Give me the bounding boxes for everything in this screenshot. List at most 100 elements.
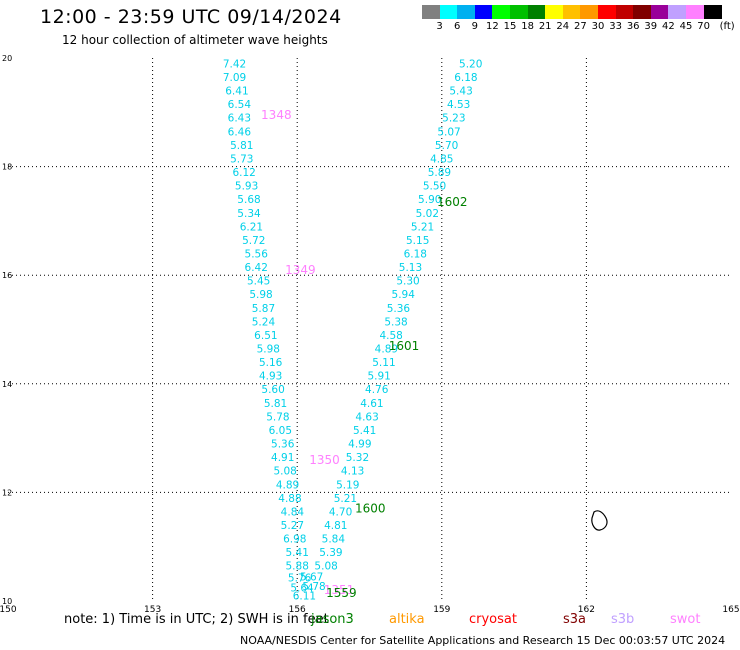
y-tick-label: 16 — [2, 271, 12, 280]
data-point-label: 5.60 — [261, 384, 284, 396]
legend-swatch — [527, 5, 546, 19]
data-point-label: 5.70 — [435, 140, 458, 152]
pass-label: 1600 — [355, 502, 386, 516]
data-point-label: 4.70 — [329, 506, 352, 518]
data-point-label: 5.50 — [423, 181, 446, 193]
data-point-label: 4.89 — [276, 479, 299, 491]
x-tick-label: 153 — [144, 605, 161, 612]
data-point-label: 5.72 — [242, 235, 265, 247]
data-point-label: 5.76 — [288, 573, 312, 585]
data-point-label: 6.43 — [228, 113, 251, 125]
x-tick-label: 165 — [722, 605, 739, 612]
pass-label: 1349 — [285, 263, 316, 277]
data-point-label: 5.38 — [384, 316, 407, 328]
data-point-label: 4.85 — [430, 153, 453, 165]
data-point-label: 5.64 — [290, 582, 314, 594]
pass-label: 1601 — [389, 339, 420, 353]
data-point-label: 5.56 — [245, 248, 269, 260]
legend-label: 21 — [538, 21, 552, 32]
mission-s3a: s3a — [563, 612, 587, 627]
data-point-label: 6.46 — [228, 126, 252, 138]
data-point-label: 4.58 — [379, 330, 402, 342]
y-tick-label: 18 — [2, 163, 12, 172]
credit-line: NOAA/NESDIS Center for Satellite Applica… — [240, 634, 726, 647]
data-point-label: 7.09 — [223, 72, 246, 84]
data-point-label: 5.98 — [249, 289, 272, 301]
legend-swatch — [562, 5, 581, 19]
data-point-label: 5.78 — [302, 581, 325, 593]
data-point-label: 5.84 — [322, 534, 346, 546]
data-point-label: 4.13 — [341, 466, 364, 478]
legend-swatch — [492, 5, 511, 19]
legend-label: 70 — [697, 21, 710, 32]
mission-s3b: s3b — [611, 612, 635, 627]
legend-label: 27 — [574, 21, 587, 32]
data-point-label: 5.21 — [411, 221, 434, 233]
data-point-label: 5.39 — [319, 547, 342, 559]
legend-label: 33 — [609, 21, 622, 32]
data-point-label: 5.43 — [449, 86, 472, 98]
data-point-label: 5.45 — [247, 276, 270, 288]
legend-label: 12 — [486, 21, 499, 32]
data-point-label: 5.36 — [271, 439, 295, 451]
data-point-label: 5.34 — [237, 208, 261, 220]
data-point-label: 5.81 — [264, 398, 287, 410]
data-point-label: 4.91 — [271, 452, 294, 464]
grid-lines — [8, 58, 731, 601]
data-point-label: 5.16 — [259, 357, 283, 369]
data-point-label: 5.11 — [372, 357, 395, 369]
data-point-label: 5.15 — [406, 235, 429, 247]
data-point-label: 6.42 — [245, 262, 268, 274]
data-point-label: 6.54 — [228, 99, 252, 111]
legend-swatch — [703, 5, 722, 19]
note-text: note: 1) Time is in UTC; 2) SWH is in fe… — [64, 612, 329, 627]
legend-label: 15 — [503, 21, 517, 32]
y-tick-label: 20 — [2, 54, 12, 63]
legend-swatch — [633, 5, 652, 19]
data-point-label: 5.19 — [336, 479, 359, 491]
legend-swatch — [650, 5, 669, 19]
data-point-label: 6.51 — [254, 330, 277, 342]
data-point-label: 5.93 — [235, 181, 258, 193]
y-tick-label: 14 — [2, 380, 12, 389]
legend-swatch — [686, 5, 705, 19]
data-point-label: 5.08 — [314, 561, 337, 573]
data-point-label: 5.73 — [230, 153, 253, 165]
axis-labels: 150 153 156 159 162 165 10 12 14 16 18 20 — [0, 54, 740, 612]
legend-swatch — [668, 5, 687, 19]
mission-cryosat: cryosat — [469, 612, 517, 627]
data-point-label: 5.13 — [399, 262, 422, 274]
legend-label: 3 — [436, 21, 443, 32]
mission-jason3: jason3 — [311, 612, 354, 627]
wave-height-plot: 150 153 156 159 162 165 10 12 14 16 18 20 7.42 7.09 6… — [0, 54, 740, 612]
legend-label: 30 — [591, 21, 605, 32]
data-point-label: 5.36 — [387, 303, 411, 315]
pass-label: 1350 — [309, 453, 340, 467]
data-point-label: 5.81 — [230, 140, 253, 152]
data-point-label: 4.61 — [360, 398, 383, 410]
data-point-label: 6.18 — [404, 248, 427, 260]
data-point-label: 5.68 — [237, 194, 260, 206]
legend-label: 24 — [556, 21, 570, 32]
data-point-label: 5.98 — [257, 344, 280, 356]
legend-label: 18 — [521, 21, 534, 32]
legend-swatch — [422, 5, 441, 19]
legend-label: 42 — [662, 21, 675, 32]
data-point-label: 4.81 — [324, 520, 347, 532]
data-point-label: 5.02 — [416, 208, 439, 220]
legend-swatch — [510, 5, 529, 19]
legend-label: 6 — [454, 21, 461, 32]
data-point-label: 4.76 — [365, 384, 389, 396]
legend-swatch — [457, 5, 476, 19]
data-point-label: 5.91 — [367, 371, 390, 383]
legend-label: 39 — [644, 21, 658, 32]
chart-subtitle: 12 hour collection of altimeter wave hei… — [62, 33, 328, 47]
data-point-label: 4.63 — [355, 411, 378, 423]
data-point-label: 5.30 — [396, 276, 419, 288]
data-point-label: 5.88 — [286, 561, 309, 573]
data-point-label: 5.08 — [273, 466, 296, 478]
legend-swatch — [474, 5, 493, 19]
data-point-label: 4.53 — [447, 99, 470, 111]
data-point-label: 6.18 — [454, 72, 477, 84]
data-point-label: 6.05 — [269, 425, 292, 437]
